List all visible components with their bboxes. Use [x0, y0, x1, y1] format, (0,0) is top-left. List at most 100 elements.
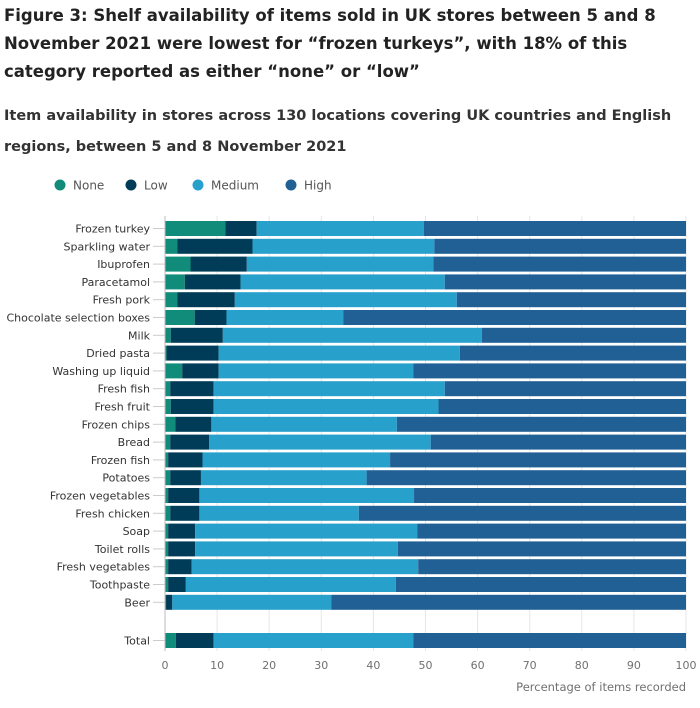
bar-high-total: [413, 633, 686, 648]
bar-low-milk: [170, 327, 223, 343]
bar-high-fresh-fish: [444, 381, 686, 397]
bar-high-sparkling-water: [434, 238, 686, 254]
category-label: Toilet rolls: [94, 543, 150, 556]
bar-none-ibuprofen: [165, 256, 191, 272]
bar-medium-ibuprofen: [246, 256, 434, 272]
legend-label-low: Low: [144, 179, 168, 193]
category-label: Soap: [123, 525, 150, 538]
bar-low-fresh-vegetables: [168, 559, 192, 575]
bar-medium-dried-pasta: [218, 345, 460, 361]
x-tick-label: 50: [419, 659, 433, 672]
bar-none-fresh-vegetables: [165, 559, 169, 575]
bar-high-frozen-chips: [396, 416, 686, 432]
bar-none-dried-pasta: [165, 345, 167, 361]
bar-high-frozen-vegetables: [414, 488, 686, 503]
bar-medium-frozen-fish: [202, 452, 391, 468]
category-label: Chocolate selection boxes: [6, 312, 150, 325]
bar-none-soap: [165, 523, 169, 539]
bar-high-washing-up-liquid: [413, 363, 686, 379]
legend-label-high: High: [304, 179, 332, 193]
bar-none-fresh-fruit: [165, 399, 171, 414]
bar-medium-fresh-pork: [234, 292, 457, 308]
bar-medium-total: [213, 633, 414, 648]
bar-none-paracetamol: [165, 274, 185, 290]
bar-medium-potatoes: [200, 470, 367, 486]
bar-medium-fresh-fruit: [213, 399, 439, 414]
category-label: Washing up liquid: [52, 365, 150, 378]
bar-none-potatoes: [165, 470, 171, 486]
bar-low-toilet-rolls: [168, 541, 196, 557]
bar-none-fresh-pork: [165, 292, 178, 308]
category-label: Potatoes: [102, 472, 150, 485]
category-label: Paracetamol: [81, 276, 150, 289]
bar-none-fresh-fish: [165, 381, 171, 397]
bar-none-frozen-turkey: [165, 221, 226, 236]
chart-title: Figure 3: Shelf availability of items so…: [4, 6, 656, 81]
bar-low-toothpaste: [168, 577, 186, 592]
bar-none-frozen-vegetables: [165, 488, 169, 503]
bar-medium-fresh-fish: [213, 381, 445, 397]
category-label: Fresh chicken: [75, 507, 150, 520]
bar-medium-fresh-vegetables: [191, 559, 419, 575]
bar-low-frozen-vegetables: [168, 488, 200, 503]
category-label: Frozen chips: [82, 418, 151, 431]
bar-low-frozen-turkey: [225, 221, 257, 236]
x-tick-label: 100: [676, 659, 697, 672]
category-label: Fresh fruit: [94, 401, 150, 414]
bar-medium-frozen-chips: [211, 416, 397, 432]
bar-high-toothpaste: [395, 577, 686, 592]
bar-high-fresh-vegetables: [418, 559, 686, 575]
legend-marker-low: [125, 179, 137, 191]
category-label: Toothpaste: [89, 579, 150, 592]
bar-medium-sparkling-water: [252, 238, 435, 254]
bar-high-fresh-chicken: [358, 505, 686, 521]
category-label: Sparkling water: [63, 240, 150, 253]
bar-high-milk: [481, 327, 686, 343]
bar-medium-soap: [195, 523, 418, 539]
bar-medium-milk: [222, 327, 482, 343]
bar-high-ibuprofen: [433, 256, 686, 272]
bar-high-toilet-rolls: [397, 541, 686, 557]
bar-high-potatoes: [366, 470, 686, 486]
category-label: Fresh fish: [98, 383, 150, 396]
chart-subtitle: Item availability in stores across 130 l…: [4, 108, 672, 155]
bar-low-dried-pasta: [166, 345, 219, 361]
category-label: Frozen fish: [91, 454, 150, 467]
bar-none-frozen-fish: [165, 452, 169, 468]
legend-marker-high: [285, 179, 297, 191]
bar-medium-beer: [172, 594, 332, 610]
bar-low-ibuprofen: [190, 256, 247, 272]
bar-high-paracetamol: [444, 274, 686, 290]
bar-none-fresh-chicken: [165, 505, 171, 521]
bar-low-paracetamol: [184, 274, 241, 290]
bar-medium-bread: [209, 434, 431, 450]
bar-low-fresh-pork: [177, 292, 235, 308]
legend-label-none: None: [73, 179, 104, 193]
x-tick-label: 80: [575, 659, 589, 672]
x-tick-label: 30: [314, 659, 328, 672]
x-tick-label: 40: [366, 659, 380, 672]
bar-low-frozen-fish: [168, 452, 203, 468]
bar-none-beer: [165, 594, 167, 610]
bar-none-total: [165, 633, 176, 648]
bar-low-sparkling-water: [177, 238, 253, 254]
category-label: Beer: [124, 596, 150, 609]
bar-medium-toothpaste: [185, 577, 396, 592]
bar-none-bread: [165, 434, 171, 450]
category-label: Total: [123, 635, 150, 648]
bar-high-fresh-fruit: [438, 399, 686, 414]
bar-none-chocolate-selection-boxes: [165, 310, 195, 325]
bar-high-chocolate-selection-boxes: [343, 310, 686, 325]
bar-low-soap: [168, 523, 196, 539]
bar-medium-washing-up-liquid: [218, 363, 414, 379]
legend-label-medium: Medium: [211, 179, 259, 193]
x-axis-label: Percentage of items recorded: [516, 680, 686, 694]
bar-medium-frozen-vegetables: [199, 488, 415, 503]
legend-marker-medium: [192, 179, 204, 191]
category-label: Frozen vegetables: [50, 490, 150, 503]
bar-high-fresh-pork: [456, 292, 686, 308]
x-tick-label: 60: [471, 659, 485, 672]
bar-high-frozen-fish: [390, 452, 686, 468]
bar-medium-frozen-turkey: [256, 221, 424, 236]
